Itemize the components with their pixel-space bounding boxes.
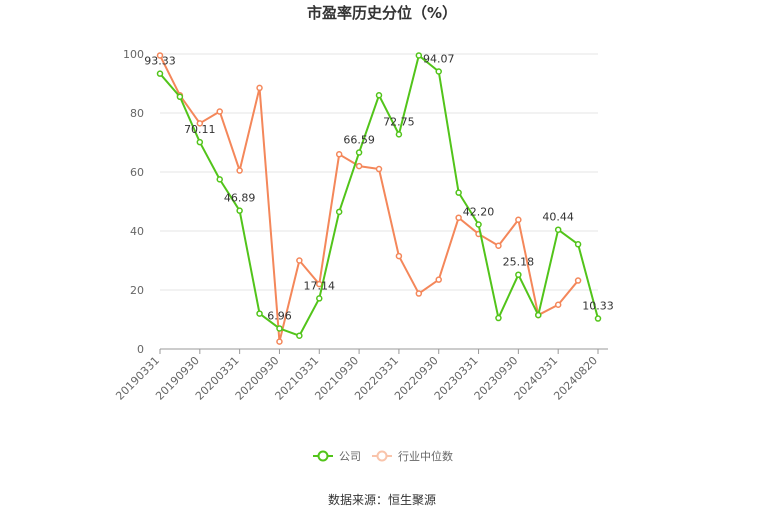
data-point-1[interactable] xyxy=(495,242,502,249)
data-point-0[interactable] xyxy=(594,315,602,322)
data-point-0[interactable] xyxy=(515,271,522,278)
data-point-0[interactable] xyxy=(176,93,184,101)
data-label: 17.14 xyxy=(304,279,336,292)
data-point-0[interactable] xyxy=(435,68,442,75)
data-point-0[interactable] xyxy=(216,176,223,183)
series-line-1 xyxy=(159,55,579,343)
y-tick-label: 0 xyxy=(137,343,144,356)
data-point-0[interactable] xyxy=(395,131,403,138)
data-point-0[interactable] xyxy=(455,189,462,196)
data-point-0[interactable] xyxy=(475,221,482,228)
data-point-0[interactable] xyxy=(236,207,243,214)
data-point-1[interactable] xyxy=(355,162,363,170)
data-point-1[interactable] xyxy=(296,257,303,264)
data-point-0[interactable] xyxy=(535,311,542,319)
y-tick-label: 100 xyxy=(123,48,144,61)
data-point-1[interactable] xyxy=(455,214,462,221)
chart-title: 市盈率历史分位（%） xyxy=(307,4,457,22)
data-label: 46.89 xyxy=(224,192,256,205)
legend-company-marker xyxy=(317,450,329,462)
data-labels: 93.33 70.11 46.89 6.96 17.14 66.59 72.75 94.07 4… xyxy=(144,52,614,322)
source-text: 数据来源：恒生聚源 xyxy=(328,492,436,507)
data-point-0[interactable] xyxy=(415,52,423,59)
data-point-1[interactable] xyxy=(574,277,582,284)
data-point-1[interactable] xyxy=(395,252,403,260)
data-point-1[interactable] xyxy=(276,338,283,345)
data-label: 40.44 xyxy=(542,211,574,224)
data-label: 10.33 xyxy=(582,300,614,313)
data-point-1[interactable] xyxy=(435,276,442,283)
x-tick-label: 20240820 xyxy=(551,354,600,403)
y-tick-label: 40 xyxy=(130,225,144,238)
data-point-1[interactable] xyxy=(415,290,423,297)
y-tick-label: 60 xyxy=(130,166,144,179)
data-label: 25.18 xyxy=(503,256,535,269)
data-point-1[interactable] xyxy=(256,84,263,92)
data-point-0[interactable] xyxy=(276,325,283,332)
data-point-1[interactable] xyxy=(375,165,383,173)
data-point-1[interactable] xyxy=(216,108,223,115)
data-point-0[interactable] xyxy=(355,149,363,156)
data-point-1[interactable] xyxy=(156,52,164,59)
legend-industry-label: 行业中位数 xyxy=(398,449,453,463)
data-label: 6.96 xyxy=(267,309,292,322)
data-point-0[interactable] xyxy=(316,295,323,302)
legend-item-company[interactable]: 公司 xyxy=(313,450,361,463)
data-label: 70.11 xyxy=(184,123,216,136)
data-point-1[interactable] xyxy=(236,167,243,174)
data-point-1[interactable] xyxy=(515,216,522,224)
data-label: 72.75 xyxy=(383,115,415,128)
legend-industry-marker xyxy=(376,450,388,462)
data-point-0[interactable] xyxy=(196,138,204,146)
x-axis: 2019033120190930202003312020093020210331… xyxy=(113,348,608,403)
data-label: 93.33 xyxy=(144,55,176,68)
data-point-0[interactable] xyxy=(495,314,502,322)
legend-item-industry-median[interactable]: 行业中位数 xyxy=(372,449,453,463)
y-tick-label: 80 xyxy=(130,107,144,120)
data-point-0[interactable] xyxy=(335,208,343,216)
data-point-0[interactable] xyxy=(256,310,263,317)
data-point-0[interactable] xyxy=(574,241,582,248)
data-label: 94.07 xyxy=(423,52,455,65)
data-point-1[interactable] xyxy=(554,301,562,308)
data-label: 42.20 xyxy=(463,206,495,219)
data-point-1[interactable] xyxy=(335,151,343,158)
legend: 公司 行业中位数 xyxy=(313,449,453,463)
data-point-0[interactable] xyxy=(554,226,562,233)
data-point-1[interactable] xyxy=(196,120,204,127)
series-layer xyxy=(156,52,602,345)
data-point-0[interactable] xyxy=(375,92,383,99)
y-tick-label: 20 xyxy=(130,284,144,297)
data-point-0[interactable] xyxy=(296,332,303,339)
data-label: 66.59 xyxy=(343,134,375,147)
legend-company-label: 公司 xyxy=(339,450,361,463)
y-axis: 0 20 40 60 80 100 xyxy=(123,48,144,356)
data-point-0[interactable] xyxy=(156,70,164,77)
